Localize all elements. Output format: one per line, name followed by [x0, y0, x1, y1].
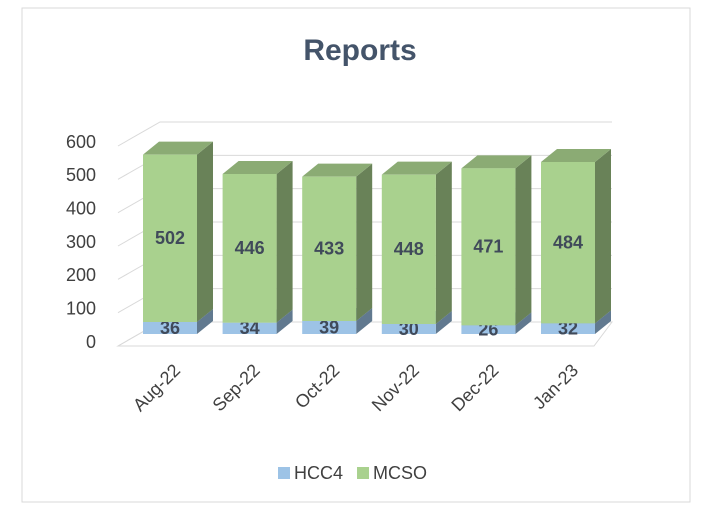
bar [541, 323, 595, 334]
y-tick-label: 600 [66, 132, 96, 152]
bar-side [356, 163, 373, 321]
data-label: 34 [240, 318, 260, 338]
bar-side [276, 161, 293, 323]
grid-line [117, 121, 612, 147]
data-label: 32 [558, 318, 578, 338]
bar-side [515, 155, 532, 326]
bar [143, 154, 197, 322]
data-label: 502 [155, 228, 185, 248]
bar-side [595, 310, 611, 334]
y-tick-label: 200 [66, 265, 96, 285]
bar-side [435, 161, 452, 324]
bar-top [222, 161, 293, 174]
bar-top [541, 149, 611, 162]
bar [461, 325, 516, 334]
bar [222, 174, 277, 323]
bar [381, 174, 436, 324]
bar [302, 321, 357, 334]
y-tick-label: 100 [66, 298, 96, 318]
bar [541, 162, 595, 324]
bar-side [197, 309, 213, 334]
bar-side [435, 311, 452, 334]
bar-side [595, 149, 611, 324]
data-label: 471 [473, 237, 503, 257]
legend-swatch [278, 467, 290, 479]
bar-side [356, 308, 373, 334]
bar-top [302, 163, 373, 177]
bar [302, 176, 357, 321]
bar [222, 322, 277, 334]
legend-label: HCC4 [294, 463, 343, 483]
bar-side [197, 141, 213, 322]
data-label: 446 [235, 238, 265, 258]
bar [143, 322, 197, 334]
chart-title: Reports [303, 34, 416, 67]
data-label: 484 [553, 232, 583, 252]
bar-top [143, 141, 213, 155]
bar-side [515, 312, 532, 334]
data-label: 39 [319, 317, 339, 337]
y-tick-label: 400 [66, 198, 96, 218]
bar-top [381, 161, 452, 175]
data-label: 36 [160, 318, 180, 338]
y-tick-label: 300 [66, 232, 96, 252]
y-tick-label: 500 [66, 165, 96, 185]
legend-label: MCSO [373, 463, 427, 483]
y-tick-label: 0 [86, 332, 96, 352]
bar-side [276, 309, 293, 334]
bar [461, 168, 516, 326]
bar [381, 324, 436, 334]
bar-top [461, 155, 532, 169]
legend-swatch [357, 467, 370, 479]
data-label: 433 [314, 239, 344, 259]
data-label: 448 [394, 239, 424, 259]
